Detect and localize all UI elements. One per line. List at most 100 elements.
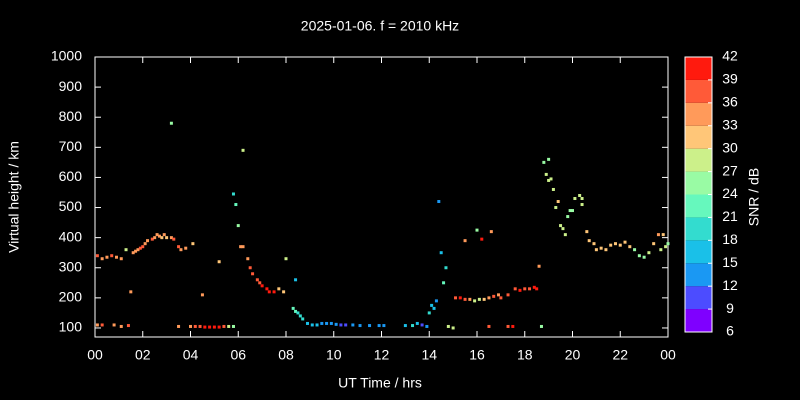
colorbar-tick-label: 27 — [722, 162, 738, 178]
data-point — [454, 296, 458, 300]
data-point — [496, 293, 500, 297]
colorbar-tick-label: 12 — [722, 277, 738, 293]
data-point — [298, 314, 302, 318]
data-point — [578, 193, 582, 197]
data-point — [157, 234, 161, 238]
data-point — [442, 281, 446, 285]
data-point — [251, 272, 255, 276]
x-tick-label: 12 — [374, 347, 390, 363]
colorbar-tick-label: 6 — [726, 323, 734, 339]
data-point — [511, 324, 515, 328]
data-point — [184, 246, 188, 250]
colorbar-tick-label: 18 — [722, 231, 738, 247]
data-point — [189, 324, 192, 328]
data-point — [532, 285, 536, 289]
data-point — [563, 233, 567, 237]
y-tick-label: 200 — [59, 289, 83, 305]
x-tick-label: 10 — [326, 347, 342, 363]
data-point — [277, 287, 281, 291]
data-point — [294, 278, 298, 282]
colorbar-band — [685, 148, 712, 172]
data-point — [169, 121, 173, 125]
data-point — [177, 245, 181, 249]
data-point — [642, 255, 646, 259]
data-point — [551, 187, 555, 191]
data-point — [351, 323, 355, 327]
data-point — [535, 287, 539, 291]
data-point — [241, 148, 245, 152]
data-point — [499, 296, 503, 300]
data-point — [212, 325, 216, 329]
data-point — [203, 325, 207, 329]
x-tick-label: 04 — [183, 347, 199, 363]
colorbar-tick-label: 21 — [722, 208, 738, 224]
data-point — [191, 242, 195, 246]
data-point — [136, 248, 140, 252]
y-tick-label: 600 — [59, 168, 83, 184]
data-point — [305, 321, 309, 325]
colorbar-tick-label: 24 — [722, 185, 738, 201]
colorbar-band — [685, 194, 712, 218]
data-point — [580, 197, 584, 201]
data-point — [539, 324, 543, 328]
data-point — [325, 321, 329, 325]
data-point — [554, 206, 558, 210]
data-point — [458, 296, 462, 300]
data-point — [193, 324, 197, 328]
data-point — [198, 324, 202, 328]
data-point — [664, 245, 668, 249]
data-point — [112, 323, 116, 327]
data-point — [146, 239, 150, 243]
data-point — [415, 321, 419, 325]
data-point — [618, 243, 622, 247]
plot-frame — [94, 56, 669, 338]
data-point — [169, 236, 173, 240]
data-point — [329, 321, 333, 325]
data-point — [487, 296, 491, 300]
data-point — [129, 290, 133, 294]
colorbar-band — [685, 263, 712, 287]
data-point — [124, 248, 128, 252]
data-point — [377, 324, 381, 328]
data-point — [258, 281, 262, 285]
data-point — [208, 325, 212, 329]
data-point — [165, 236, 169, 240]
data-point — [227, 324, 231, 328]
data-point — [633, 248, 637, 252]
data-point — [599, 246, 603, 250]
x-tick-label: 00 — [87, 347, 103, 363]
data-point — [155, 233, 159, 237]
data-point — [463, 297, 467, 301]
colorbar-tick-label: 36 — [722, 94, 738, 110]
data-point — [284, 257, 288, 261]
data-point — [100, 323, 104, 327]
data-point — [411, 324, 415, 328]
data-point — [382, 324, 386, 328]
data-point — [296, 311, 300, 315]
data-point — [272, 290, 276, 294]
data-point — [580, 203, 584, 207]
data-point — [114, 255, 118, 259]
colorbar-band — [685, 171, 712, 195]
data-point — [444, 266, 448, 270]
colorbar-tick-label: 15 — [722, 254, 738, 270]
data-point — [559, 224, 563, 228]
data-point — [427, 311, 431, 315]
data-point — [637, 254, 641, 258]
data-point — [628, 245, 632, 249]
data-point — [131, 251, 135, 255]
data-point — [437, 200, 441, 204]
data-point — [594, 248, 598, 252]
data-point — [301, 317, 305, 321]
data-point — [547, 157, 551, 161]
data-point — [623, 240, 627, 244]
data-point — [451, 326, 455, 330]
data-point — [231, 324, 235, 328]
data-point — [568, 209, 572, 213]
data-point — [666, 242, 670, 246]
colorbar-band — [685, 217, 712, 241]
y-tick-label: 800 — [59, 108, 83, 124]
data-point — [434, 299, 438, 303]
data-point — [518, 288, 522, 292]
data-point — [95, 323, 99, 327]
